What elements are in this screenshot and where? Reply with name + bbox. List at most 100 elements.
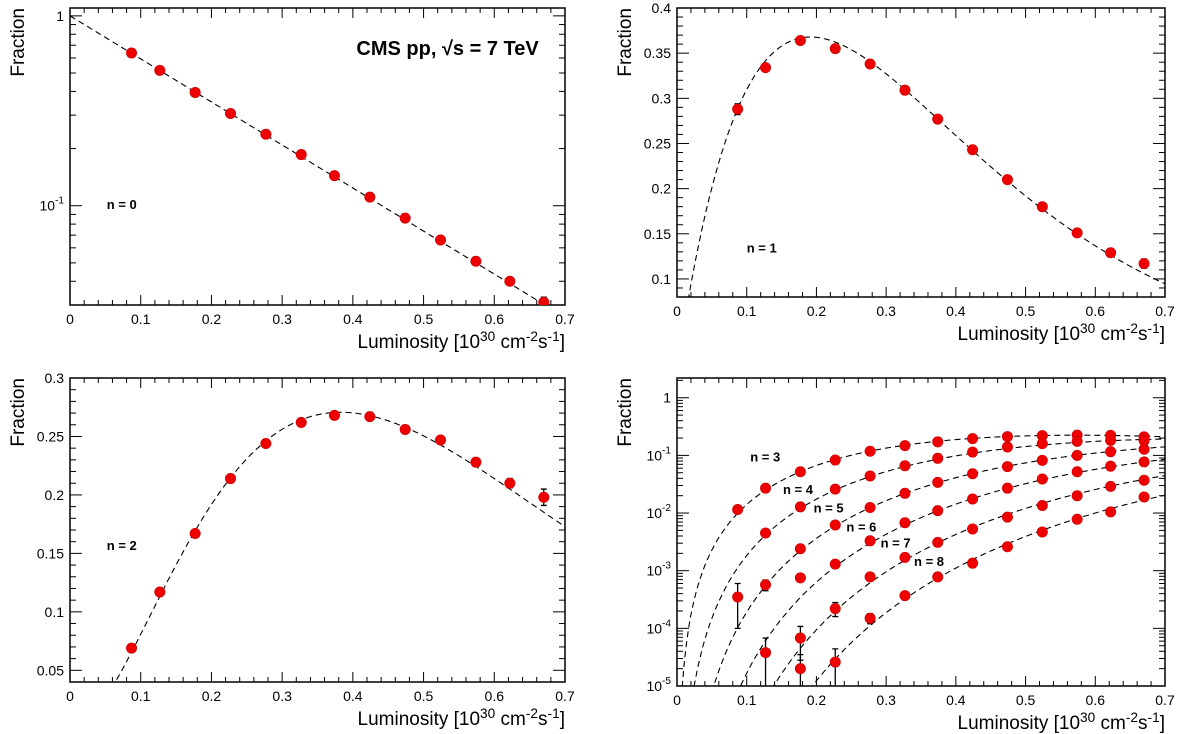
data-point-n2 [399, 423, 411, 435]
data-point-n1 [1036, 201, 1048, 213]
data-point-n7 [864, 571, 876, 583]
data-point-n8 [1071, 513, 1083, 525]
panel-top-right: 0 0.1 0.2 0.3 0.4 0.5 0.6 0.70.10.150.20.250.30… [615, 0, 1175, 345]
data-point-n7 [899, 551, 911, 563]
data-point-n0 [435, 234, 447, 246]
cms-label: CMS pp, √s = 7 TeV [356, 38, 539, 60]
data-point-n7 [829, 603, 841, 615]
data-point-n0 [260, 128, 272, 140]
data-point-n5 [932, 476, 944, 488]
x-tick-label: 0.4 [343, 688, 363, 704]
x-tick-label: 0 [66, 311, 74, 327]
x-tick-label: 0.2 [807, 303, 827, 319]
data-point-n4 [760, 527, 772, 539]
y-tick-label: 0.05 [37, 662, 64, 678]
data-point-n6 [932, 505, 944, 517]
plot-area [114, 409, 565, 682]
data-point-n8 [1036, 526, 1048, 538]
data-point-n7 [1001, 511, 1013, 523]
plot-frame [676, 377, 1166, 687]
y-tick-label: 0.1 [652, 271, 672, 287]
data-point-n6 [794, 572, 806, 584]
data-point-n1 [1105, 247, 1117, 259]
y-tick-label: 0.3 [45, 370, 65, 386]
data-point-n8 [1105, 506, 1117, 518]
y-tick-label: 10-4 [646, 618, 671, 636]
data-point-n1 [932, 113, 944, 125]
x-axis-label: Luminosity [1030 cm-2s-1] [358, 706, 565, 730]
data-point-n2 [538, 491, 550, 503]
data-point-n6 [864, 535, 876, 547]
fit-curve-n8 [811, 494, 1165, 686]
data-point-n0 [504, 275, 516, 287]
y-tick-label: 10-1 [39, 196, 64, 214]
data-point-n1 [899, 84, 911, 96]
x-tick-label: 0.4 [343, 311, 363, 327]
data-point-n4 [1071, 435, 1083, 447]
data-point-n0 [295, 149, 307, 161]
data-point-n4 [1001, 441, 1013, 453]
x-tick-label: 0.7 [1155, 692, 1175, 708]
multiplicity-label: n = 6 [846, 520, 876, 535]
x-axis-label: Luminosity [1030 cm-2s-1] [958, 710, 1165, 734]
data-point-n2 [470, 456, 482, 468]
data-point-n5 [1001, 461, 1013, 473]
data-point-n4 [829, 483, 841, 495]
data-point-n2 [435, 434, 447, 446]
data-point-n3 [967, 433, 979, 445]
data-point-n8 [1001, 541, 1013, 553]
panel-bottom-left: 0 0.1 0.2 0.3 0.4 0.5 0.6 0.7 0.05 0.1 0.15 0.2 0.25… [8, 370, 575, 730]
data-point-n5 [1071, 449, 1083, 461]
data-point-n7 [1071, 490, 1083, 502]
data-point-n6 [967, 493, 979, 505]
data-point-n0 [189, 86, 201, 98]
data-point-n1 [864, 58, 876, 70]
y-tick-label: 10-1 [646, 445, 671, 463]
y-tick-label: 0.25 [644, 135, 671, 151]
x-tick-label: 0.7 [1155, 303, 1175, 319]
y-tick-label: 1 [663, 390, 671, 406]
data-point-n0 [364, 191, 376, 203]
data-point-n0 [225, 108, 237, 120]
x-tick-label: 0.2 [807, 692, 827, 708]
data-point-n5 [864, 501, 876, 513]
error-bar [762, 637, 769, 686]
data-point-n4 [932, 452, 944, 464]
data-point-n6 [1036, 473, 1048, 485]
data-point-n5 [1036, 454, 1048, 466]
data-point-n6 [1105, 460, 1117, 472]
x-tick-label: 0.5 [414, 688, 434, 704]
y-tick-label: 10-5 [646, 676, 671, 694]
plot-area [681, 429, 1165, 686]
data-point-n2 [328, 409, 340, 421]
x-tick-label: 0.5 [1016, 303, 1036, 319]
x-tick-label: 0.1 [131, 311, 151, 327]
data-point-n7 [1036, 500, 1048, 512]
x-tick-label: 0.3 [876, 692, 896, 708]
x-tick-label: 0.1 [737, 692, 757, 708]
multiplicity-label: n = 3 [750, 450, 780, 465]
data-point-n2 [154, 586, 166, 598]
x-tick-label: 0.5 [414, 311, 434, 327]
y-tick-label: 0.2 [45, 487, 65, 503]
data-point-n4 [864, 470, 876, 482]
multiplicity-label: n = 8 [914, 554, 944, 569]
y-tick-label: 1 [56, 8, 64, 24]
data-point-n6 [899, 517, 911, 529]
multiplicity-label: n = 4 [783, 482, 814, 497]
x-axis-label: Luminosity [1030 cm-2s-1] [958, 321, 1165, 345]
data-point-n1 [1138, 258, 1150, 270]
fit-curve-n3 [681, 434, 1165, 686]
plot-area [688, 35, 1165, 297]
data-point-n7 [1138, 474, 1150, 486]
data-point-n5 [829, 519, 841, 531]
data-point-n6 [829, 558, 841, 570]
x-tick-label: 0.3 [272, 311, 292, 327]
data-point-n1 [1001, 174, 1013, 186]
data-point-n2 [364, 411, 376, 423]
multiplicity-label: n = 2 [107, 538, 137, 553]
data-point-n8 [899, 590, 911, 602]
panel-top-left: 0 0.1 0.2 0.3 0.4 0.5 0.6 0.7 1 10-1 Luminosity [1… [8, 7, 575, 353]
data-point-n6 [1001, 482, 1013, 494]
data-point-n5 [732, 591, 744, 603]
